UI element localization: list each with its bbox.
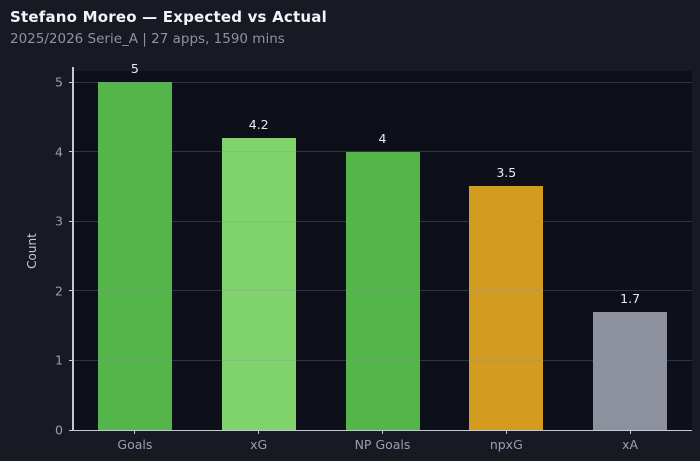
ytick-label-3: 3 — [55, 213, 63, 229]
value-label-npxg: 3.5 — [496, 165, 517, 181]
gridline-y1 — [73, 359, 692, 361]
bar-xg — [221, 137, 296, 430]
value-label-xg: 4.2 — [248, 116, 269, 132]
xtick-mark-xa — [629, 430, 631, 434]
chart-title: Stefano Moreo — Expected vs Actual — [10, 8, 327, 26]
ytick-label-1: 1 — [55, 352, 63, 368]
ytick-mark-5 — [69, 81, 73, 83]
ytick-mark-2 — [69, 290, 73, 292]
ytick-mark-4 — [69, 151, 73, 153]
xtick-label-xa: xA — [622, 437, 639, 452]
gridline-y3 — [73, 220, 692, 222]
value-label-xa: 1.7 — [620, 290, 641, 306]
xtick-mark-goals — [134, 430, 136, 434]
ytick-label-2: 2 — [55, 283, 63, 299]
chart-subtitle: 2025/2026 Serie_A | 27 apps, 1590 mins — [10, 31, 285, 47]
ytick-mark-1 — [69, 359, 73, 361]
ytick-mark-3 — [69, 220, 73, 222]
bar-np-goals — [345, 151, 420, 430]
bar-npxg — [469, 186, 544, 430]
xtick-label-npxg: npxG — [489, 437, 523, 452]
xtick-mark-npxg — [505, 430, 507, 434]
xtick-label-np-goals: NP Goals — [354, 437, 411, 452]
xtick-label-xg: xG — [250, 437, 268, 452]
ytick-mark-0 — [69, 429, 73, 431]
gridline-y2 — [73, 290, 692, 292]
chart-header: Stefano Moreo — Expected vs Actual 2025/… — [10, 7, 690, 49]
ytick-label-4: 4 — [55, 144, 63, 160]
gridline-y4 — [73, 151, 692, 153]
bar-xa — [593, 311, 668, 430]
gridline-y5 — [73, 81, 692, 83]
y-axis-spine — [72, 67, 74, 430]
xtick-mark-xg — [258, 430, 260, 434]
bar-goals — [97, 82, 172, 430]
x-axis-spine — [72, 429, 692, 431]
ytick-label-5: 5 — [55, 74, 63, 90]
value-label-goals: 5 — [130, 61, 139, 77]
ytick-label-0: 0 — [55, 422, 63, 438]
value-label-np-goals: 4 — [378, 130, 387, 146]
xtick-label-goals: Goals — [117, 437, 153, 452]
xtick-mark-np-goals — [382, 430, 383, 434]
y-axis-title: Count — [25, 232, 39, 269]
